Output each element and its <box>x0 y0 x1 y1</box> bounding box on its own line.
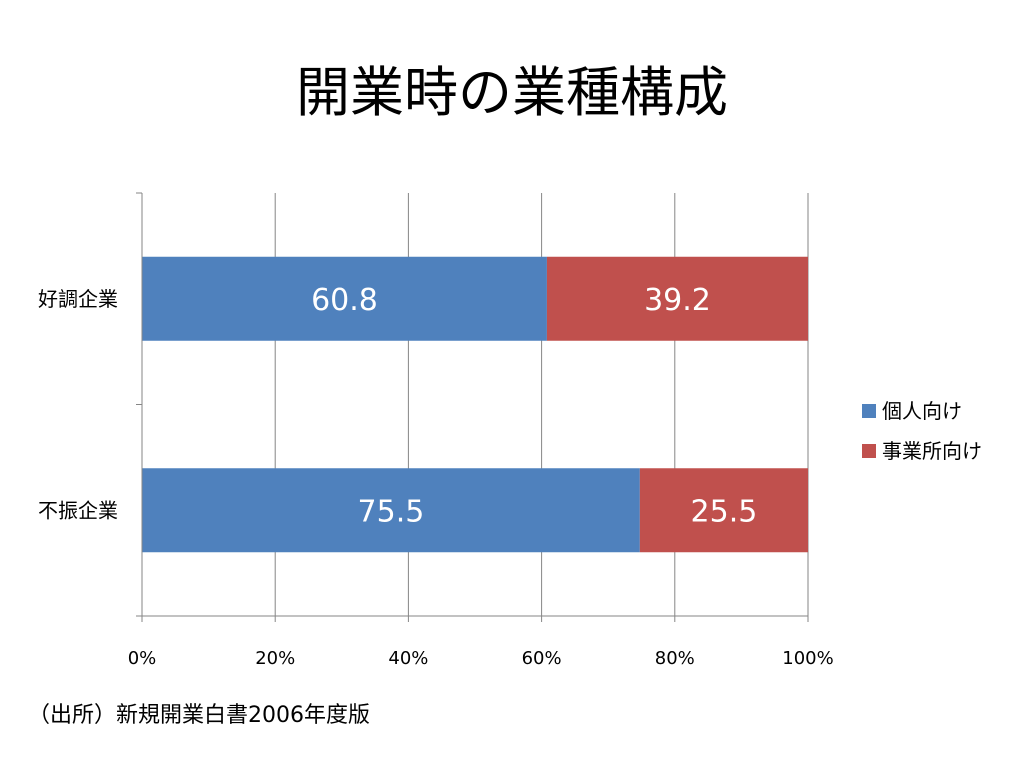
data-label: 25.5 <box>691 494 758 529</box>
data-label: 60.8 <box>311 283 378 318</box>
data-label: 39.2 <box>644 283 711 318</box>
labels: 0% 20% 40% 60% 80% 100% 60.8 39.2 好調企業 75.5 25.5 不振… <box>38 283 834 669</box>
axes <box>136 192 809 622</box>
data-label: 75.5 <box>358 494 425 529</box>
x-tick-label: 20% <box>255 648 295 669</box>
x-tick-label: 60% <box>522 648 562 669</box>
x-tick-label: 0% <box>128 648 157 669</box>
gridlines <box>274 193 809 616</box>
category-label: 好調企業 <box>38 287 118 311</box>
legend-swatch <box>862 404 876 418</box>
slide-title: 開業時の業種構成 <box>296 61 728 124</box>
legend-label: 個人向け <box>882 399 962 423</box>
legend-swatch <box>862 444 876 458</box>
x-tick-label: 100% <box>782 648 833 669</box>
legend-label: 事業所向け <box>882 439 982 463</box>
bar-segment <box>639 468 808 553</box>
bar-segment <box>546 256 808 341</box>
bars <box>142 256 808 553</box>
x-tick-label: 40% <box>388 648 428 669</box>
x-tick-label: 80% <box>655 648 695 669</box>
bar-segment <box>142 468 640 553</box>
bar-segment <box>142 256 547 341</box>
source-note: （出所）新規開業白書2006年度版 <box>28 703 370 728</box>
category-label: 不振企業 <box>38 498 118 522</box>
